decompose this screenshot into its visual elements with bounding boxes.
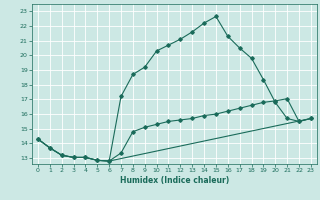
X-axis label: Humidex (Indice chaleur): Humidex (Indice chaleur) (120, 176, 229, 185)
